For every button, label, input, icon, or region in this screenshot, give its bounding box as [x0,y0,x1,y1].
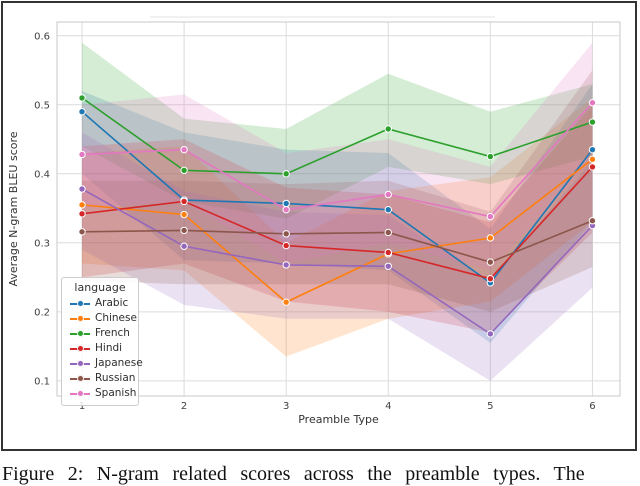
band-japanese [82,132,593,381]
marker-arabic [78,108,86,116]
marker-russian [282,230,290,238]
marker-french [486,152,495,161]
y-tick-label: 0.6 [34,31,50,42]
x-tick-label: 6 [589,401,595,412]
legend-title: language [74,281,126,294]
marker-russian [588,217,597,225]
legend-item-japanese: Japanese [66,356,143,371]
legend-swatch-icon [70,330,90,337]
band-spanish [82,42,593,271]
marker-chinese [180,210,188,219]
marker-hindi [282,241,290,250]
series-line-french [81,97,593,175]
y-axis-label: Average N-gram BLEU score [7,131,20,286]
series-line-russian [82,219,593,263]
series-line-hindi [81,166,594,280]
y-tick-label: 0.3 [34,238,50,249]
marker-spanish [78,150,86,159]
figure-caption: Figure 2: N-gram related scores across t… [2,463,585,485]
legend-item-hindi: Hindi [66,341,134,356]
marker-japanese [78,185,86,193]
legend-label: Hindi [95,342,123,354]
legend-item-chinese: Chinese [66,311,137,326]
marker-spanish [588,99,597,107]
band-arabic [82,84,593,343]
marker-hindi [384,248,392,257]
legend-label: French [95,327,130,339]
crop-artifact [150,16,495,18]
legend-marker-icon [76,345,84,352]
marker-french [180,166,188,175]
legend-label: Russian [95,372,136,384]
marker-arabic [588,145,597,154]
series-line-chinese [81,158,593,304]
legend-label: Arabic [95,297,129,309]
legend-marker-icon [76,315,84,322]
legend-marker-icon [76,360,84,367]
axes-frame [56,21,621,397]
chart-legend: language Arabic Chinese French Hindi Japanes… [61,277,143,406]
marker-japanese [486,330,495,338]
marker-chinese [78,201,86,209]
marker-hindi [588,163,597,171]
x-tick-label: 5 [487,401,493,412]
legend-swatch-icon [70,345,90,352]
marker-arabic [282,199,290,208]
band-french [82,42,593,219]
legend-marker-icon [76,390,84,397]
marker-japanese [180,242,188,250]
marker-hindi [486,274,495,283]
marker-spanish [486,212,495,221]
legend-swatch-icon [70,375,90,382]
marker-chinese [282,298,290,306]
x-tick-label: 2 [181,401,187,412]
marker-japanese [384,262,392,270]
legend-item-french: French [66,326,134,341]
band-hindi [82,104,593,333]
band-chinese [82,97,593,357]
legend-swatch-icon [70,390,90,397]
marker-arabic [384,205,392,214]
marker-hindi [180,197,188,206]
marker-french [78,94,86,102]
y-tick-label: 0.4 [34,169,50,180]
y-tick-label: 0.2 [34,307,50,318]
x-axis-label: Preamble Type [298,413,379,426]
series-line-spanish [81,102,594,218]
marker-chinese [588,155,597,164]
x-tick-label: 1 [79,401,85,412]
marker-chinese [486,234,495,242]
marker-spanish [180,145,188,154]
legend-label: Chinese [95,312,137,324]
legend-swatch-icon [70,315,90,322]
legend-swatch-icon [70,360,90,367]
marker-spanish [282,205,290,214]
legend-label: Japanese [95,357,143,369]
marker-french [282,170,290,178]
legend-marker-icon [76,375,84,382]
legend-marker-icon [76,330,84,337]
y-tick-label: 0.1 [34,376,50,387]
line-chart: 0.1 0.2 0.3 0.4 0.5 0.6 1 2 3 4 5 6 Preamble Type Ave… [7,16,621,426]
marker-russian [486,258,495,266]
series-line-japanese [81,188,594,335]
marker-french [588,118,597,126]
x-tick-label: 4 [385,401,391,412]
marker-french [384,125,392,133]
marker-russian [180,226,188,235]
legend-label: Spanish [95,387,137,399]
legend-item-arabic: Arabic [66,296,134,311]
legend-marker-icon [76,300,84,307]
legend-item-russian: Russian [66,371,136,386]
marker-spanish [384,190,392,199]
x-tick-label: 3 [283,401,289,412]
marker-russian [78,228,86,236]
legend-item-spanish: Spanish [66,386,137,401]
marker-japanese [282,261,290,269]
legend-swatch-icon [70,300,90,307]
marker-hindi [78,210,86,218]
y-tick-label: 0.5 [34,100,50,111]
marker-russian [384,228,392,237]
